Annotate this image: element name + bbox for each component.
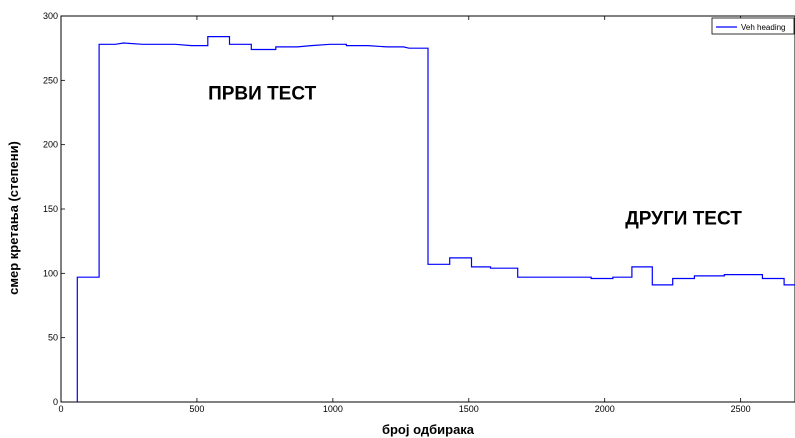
y-tick-label: 0: [53, 397, 58, 407]
y-tick-label: 250: [43, 75, 58, 85]
legend-label: Veh heading: [741, 23, 786, 32]
x-axis-ticks: 0 500 1000 1500 2000 2500: [58, 16, 751, 414]
x-tick-label: 0: [58, 404, 63, 414]
x-tick-label: 1500: [459, 404, 479, 414]
x-tick-label: 1000: [323, 404, 343, 414]
series-layer: [76, 35, 795, 402]
x-tick-label: 2500: [731, 404, 751, 414]
y-tick-label: 200: [43, 140, 58, 150]
y-tick-label: 150: [43, 204, 58, 214]
y-axis-ticks: 0 50 100 150 200 250 300: [43, 11, 65, 407]
y-tick-label: 100: [43, 268, 58, 278]
x-tick-label: 500: [189, 404, 204, 414]
legend-box: [711, 17, 795, 35]
y-axis-label: смер кретања (степени): [6, 141, 21, 295]
y-tick-label: 300: [43, 11, 58, 21]
x-tick-label: 2000: [595, 404, 615, 414]
annotation-label: ПРВИ ТЕСТ: [208, 84, 317, 105]
series-line-veh-heading: [76, 35, 795, 402]
x-axis-label: број одбирака: [382, 422, 475, 437]
annotation-label: ДРУГИ ТЕСТ: [625, 208, 742, 229]
legend: Veh heading: [711, 17, 795, 35]
y-tick-label: 50: [48, 333, 58, 343]
annotation-layer: ПРВИ ТЕСТ ДРУГИ ТЕСТ: [208, 84, 742, 230]
